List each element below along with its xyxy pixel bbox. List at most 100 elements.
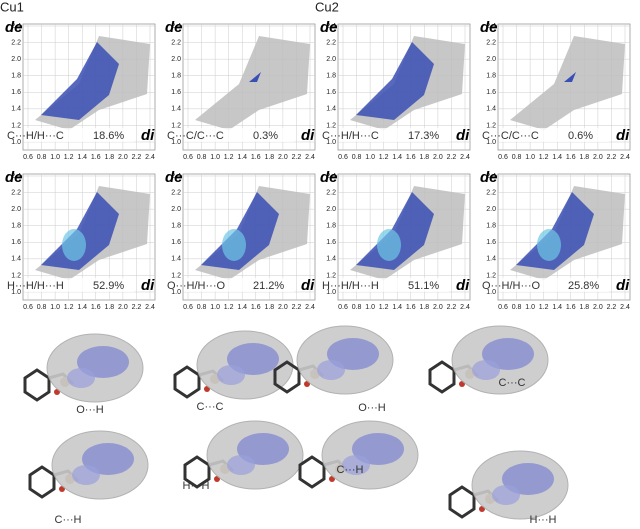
x-tick-label: 2.2 [447, 154, 457, 161]
y-tick-label: 2.2 [171, 189, 181, 196]
surface-blue [82, 443, 134, 475]
surface-label: H···H [183, 480, 210, 492]
cloud-blue [41, 192, 119, 270]
axis-label-x: di [616, 277, 630, 294]
x-tick-label: 1.2 [539, 154, 549, 161]
x-tick-label: 1.2 [64, 154, 74, 161]
y-tick-label: 1.0 [486, 289, 496, 296]
interaction-percent: 17.3% [408, 130, 439, 142]
surface-blue [72, 465, 100, 485]
y-tick-label: 1.6 [11, 89, 21, 96]
x-tick-label: 2.4 [460, 154, 470, 161]
y-tick-label: 2.2 [486, 189, 496, 196]
cloud-blue [356, 192, 434, 270]
label-bg [184, 128, 294, 142]
x-tick-label: 2.4 [145, 304, 155, 311]
label-bg [184, 278, 294, 292]
y-tick-label: 1.2 [486, 272, 496, 279]
x-tick-label: 1.6 [251, 304, 261, 311]
x-tick-label: 2.2 [607, 154, 617, 161]
surface-label: C···C [197, 401, 224, 413]
interaction-label: C···H/H···C [322, 130, 379, 142]
interaction-label: H···H/H···H [322, 280, 379, 292]
y-tick-label: 1.0 [326, 289, 336, 296]
x-tick-label: 1.2 [64, 304, 74, 311]
axis-label-x: di [301, 277, 315, 294]
y-tick-label: 1.0 [171, 139, 181, 146]
y-tick-label: 1.0 [486, 139, 496, 146]
x-tick-label: 1.8 [419, 154, 429, 161]
label-bg [499, 278, 609, 292]
x-tick-label: 1.0 [525, 304, 535, 311]
label-bg [339, 278, 449, 292]
x-tick-label: 2.4 [460, 304, 470, 311]
fingerprint-panel: 1.01.21.41.61.82.02.22.40.6 0.8 1.0 1.2 1.4 1… [5, 19, 156, 161]
y-tick-label: 2.0 [11, 206, 21, 213]
y-tick-label: 1.0 [11, 289, 21, 296]
x-tick-label: 1.2 [539, 304, 549, 311]
fingerprint-panel: 1.01.21.41.61.82.02.22.40.6 0.8 1.0 1.2 1.4 1… [320, 19, 471, 161]
surface-label: C···C [499, 377, 526, 389]
x-tick-label: 1.6 [566, 154, 576, 161]
x-tick-label: 2.0 [278, 154, 288, 161]
y-tick-label: 2.2 [171, 39, 181, 46]
axis-label-x: di [456, 277, 470, 294]
y-tick-label: 1.8 [171, 73, 181, 80]
x-tick-label: 0.6 [338, 154, 348, 161]
x-tick-label: 0.8 [352, 304, 362, 311]
y-tick-label: 1.4 [11, 256, 21, 263]
x-tick-label: 1.6 [406, 304, 416, 311]
surface-label: C···H [55, 514, 82, 526]
cloud-blue [356, 42, 434, 120]
y-tick-label: 2.0 [171, 56, 181, 63]
y-tick-label: 1.8 [486, 223, 496, 230]
y-tick-label: 1.6 [326, 89, 336, 96]
x-tick-label: 1.6 [91, 154, 101, 161]
interaction-percent: 0.6% [568, 130, 593, 142]
x-tick-label: 0.6 [23, 304, 33, 311]
y-tick-label: 1.4 [326, 256, 336, 263]
surface-label: H···H [530, 514, 557, 526]
y-tick-label: 1.2 [171, 272, 181, 279]
axis-label-x: di [301, 127, 315, 144]
y-tick-label: 1.8 [326, 73, 336, 80]
y-tick-label: 1.4 [326, 106, 336, 113]
y-tick-label: 1.2 [326, 272, 336, 279]
label-bg [24, 128, 134, 142]
axis-label-y: de [165, 19, 183, 36]
y-tick-label: 2.4 [486, 23, 496, 30]
x-tick-label: 2.4 [620, 304, 630, 311]
y-tick-label: 2.0 [486, 206, 496, 213]
label-bg [24, 278, 134, 292]
surface-label: O···H [76, 404, 104, 416]
axis-label-x: di [141, 127, 155, 144]
x-tick-label: 2.2 [292, 304, 302, 311]
label-bg [499, 128, 609, 142]
y-tick-label: 1.6 [11, 239, 21, 246]
surface-blue [472, 360, 500, 380]
interaction-percent: 52.9% [93, 280, 124, 292]
fingerprint-panel: 1.01.21.41.61.82.02.22.40.6 0.8 1.0 1.2 1.4 1… [5, 169, 156, 311]
x-tick-label: 1.2 [224, 154, 234, 161]
y-tick-label: 1.6 [486, 239, 496, 246]
axis-label-y: de [320, 169, 338, 186]
y-tick-label: 1.4 [486, 106, 496, 113]
surface-blue [217, 365, 245, 385]
y-tick-label: 1.6 [171, 89, 181, 96]
y-tick-label: 1.6 [486, 89, 496, 96]
fingerprint-panel: 1.01.21.41.61.82.02.22.40.6 0.8 1.0 1.2 1.4 1… [165, 19, 316, 161]
x-tick-label: 2.2 [292, 154, 302, 161]
x-tick-label: 1.8 [104, 304, 114, 311]
surface-blue [482, 338, 534, 370]
axis-label-y: de [480, 169, 498, 186]
x-tick-label: 1.4 [392, 304, 402, 311]
x-tick-label: 1.8 [579, 304, 589, 311]
axis-label-y: de [5, 169, 23, 186]
hirshfeld-surface: H···H [183, 420, 304, 492]
y-tick-label: 2.0 [486, 56, 496, 63]
cloud-core [377, 229, 401, 261]
y-tick-label: 2.0 [326, 56, 336, 63]
x-tick-label: 2.4 [305, 304, 315, 311]
x-tick-label: 0.8 [37, 154, 47, 161]
